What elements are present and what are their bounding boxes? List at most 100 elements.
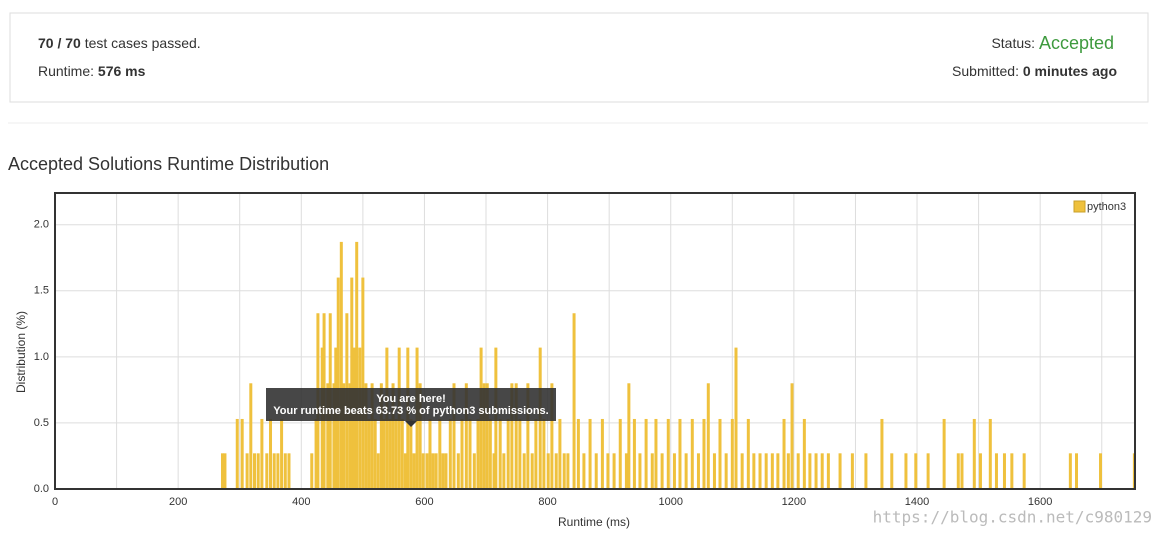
bar [456, 453, 460, 489]
bar [994, 453, 998, 489]
bar [472, 453, 476, 489]
bar [746, 418, 750, 489]
bar [770, 453, 774, 489]
bar [576, 418, 580, 489]
bar [265, 453, 269, 489]
bar [518, 418, 522, 489]
bar [245, 453, 249, 489]
submitted: 0 minutes ago [1023, 63, 1117, 79]
bar [332, 383, 336, 489]
bar [808, 453, 812, 489]
bar [1002, 453, 1006, 489]
bar [627, 383, 631, 489]
bar [409, 418, 413, 489]
bar [826, 453, 830, 489]
bar [425, 453, 429, 489]
chart-title: Accepted Solutions Runtime Distribution [8, 154, 329, 174]
bar [364, 383, 368, 489]
bar [558, 418, 562, 489]
bar [256, 453, 260, 489]
x-tick-label: 400 [292, 496, 310, 508]
bar [678, 418, 682, 489]
tooltip-pointer [405, 421, 417, 427]
bar [734, 347, 738, 489]
bar [814, 453, 818, 489]
bar [373, 418, 377, 489]
bar [403, 453, 407, 489]
status-label: Status: [991, 35, 1035, 51]
bar [460, 418, 464, 489]
bar [786, 453, 790, 489]
bar [554, 453, 558, 489]
bar [444, 453, 448, 489]
bar [724, 453, 728, 489]
bar [550, 383, 554, 489]
x-tick-label: 1600 [1028, 496, 1052, 508]
bar [339, 241, 343, 489]
submitted-line: Submitted: 0 minutes ago [952, 63, 1117, 79]
bar [790, 383, 794, 489]
bar [502, 453, 506, 489]
bar [485, 383, 489, 489]
bar [476, 418, 480, 489]
bar [660, 453, 664, 489]
bar [355, 241, 359, 489]
x-tick-label: 600 [415, 496, 433, 508]
runtime: 576 ms [98, 63, 146, 79]
passed-text: test cases passed. [85, 35, 201, 51]
bar [350, 277, 354, 489]
bar [546, 453, 550, 489]
y-tick-label: 2.0 [34, 219, 49, 231]
bar [1068, 453, 1072, 489]
bar [978, 453, 982, 489]
watermark: https://blog.csdn.net/c980129 [873, 508, 1152, 527]
bar [624, 453, 628, 489]
bar [506, 418, 510, 489]
bar [566, 453, 570, 489]
bar [492, 453, 496, 489]
summary-box [9, 12, 1149, 103]
submitted-label: Submitted: [952, 63, 1019, 79]
bar [654, 418, 658, 489]
bar [283, 453, 287, 489]
bar [468, 418, 472, 489]
x-tick-label: 200 [169, 496, 187, 508]
bar [510, 383, 514, 489]
bar [638, 453, 642, 489]
status: Accepted [1039, 33, 1114, 53]
bar [890, 453, 894, 489]
bar [820, 453, 824, 489]
bar [464, 383, 468, 489]
bar [1075, 453, 1079, 489]
bar [706, 383, 710, 489]
bar [594, 453, 598, 489]
x-tick-label: 800 [538, 496, 556, 508]
bar [752, 453, 756, 489]
x-axis-label: Runtime (ms) [558, 515, 630, 529]
bar [382, 418, 386, 489]
bar [942, 418, 946, 489]
bar [782, 418, 786, 489]
bar [342, 383, 346, 489]
bar [240, 418, 244, 489]
bar [391, 383, 395, 489]
bar [272, 453, 276, 489]
bar [526, 383, 530, 489]
bar [412, 453, 416, 489]
legend-label: python3 [1087, 201, 1126, 213]
bar [394, 418, 398, 489]
bar [388, 418, 392, 489]
bar [336, 277, 340, 489]
bar [562, 453, 566, 489]
bar [431, 453, 435, 489]
bar [421, 453, 425, 489]
bar [690, 418, 694, 489]
bar [666, 418, 670, 489]
y-tick-label: 1.0 [34, 351, 49, 363]
bar [1010, 453, 1014, 489]
bar [452, 383, 456, 489]
y-tick-label: 0.0 [34, 483, 49, 495]
bar [606, 453, 610, 489]
bar [618, 418, 622, 489]
